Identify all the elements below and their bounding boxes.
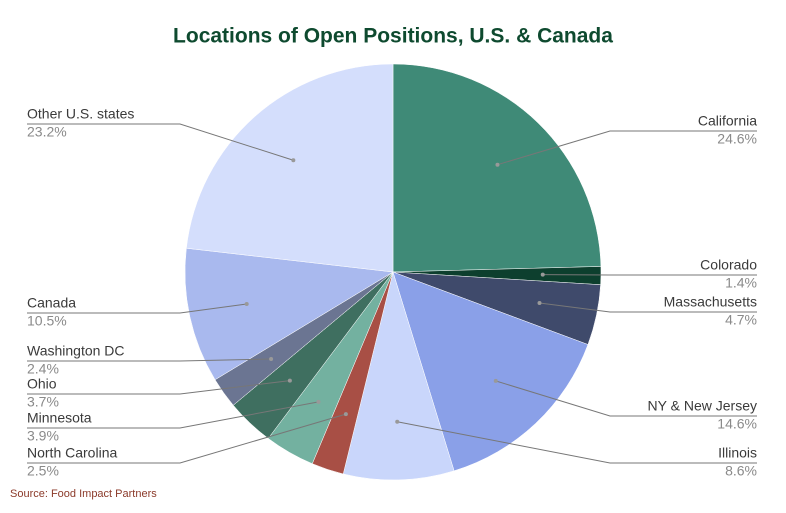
- slice-label: Minnesota: [27, 410, 92, 426]
- leader-dot: [495, 163, 499, 167]
- slice-label: Illinois: [718, 445, 757, 461]
- leader-dot: [245, 302, 249, 306]
- leader-dot: [269, 357, 273, 361]
- slice-label: NY & New Jersey: [648, 398, 757, 414]
- slice-value-label: 24.6%: [717, 131, 757, 147]
- slice-value-label: 4.7%: [725, 312, 757, 328]
- leader-dot: [288, 379, 292, 383]
- slice-value-label: 14.6%: [717, 416, 757, 432]
- slice-label: Ohio: [27, 376, 57, 392]
- slice-label: Colorado: [700, 257, 757, 273]
- chart-title: Locations of Open Positions, U.S. & Cana…: [173, 25, 613, 48]
- leader-dot: [291, 158, 295, 162]
- slice-value-label: 10.5%: [27, 313, 67, 329]
- leader-dot: [541, 273, 545, 277]
- slice-value-label: 23.2%: [27, 124, 67, 140]
- slice-value-label: 3.9%: [27, 428, 59, 444]
- slice-label: Massachusetts: [664, 294, 757, 310]
- slice-label: Canada: [27, 295, 76, 311]
- slice-label: North Carolina: [27, 445, 117, 461]
- slice-value-label: 8.6%: [725, 463, 757, 479]
- leader-dot: [538, 301, 542, 305]
- source-note: Source: Food Impact Partners: [10, 488, 157, 500]
- slice-label: Other U.S. states: [27, 106, 134, 122]
- leader-dot: [494, 379, 498, 383]
- slice-value-label: 1.4%: [725, 275, 757, 291]
- slice-value-label: 3.7%: [27, 394, 59, 410]
- leader-dot: [344, 412, 348, 416]
- slice-value-label: 2.5%: [27, 463, 59, 479]
- leader-dot: [395, 420, 399, 424]
- slice-value-label: 2.4%: [27, 361, 59, 377]
- slice-label: Washington DC: [27, 343, 125, 359]
- slice-label: California: [698, 113, 757, 129]
- leader-dot: [316, 400, 320, 404]
